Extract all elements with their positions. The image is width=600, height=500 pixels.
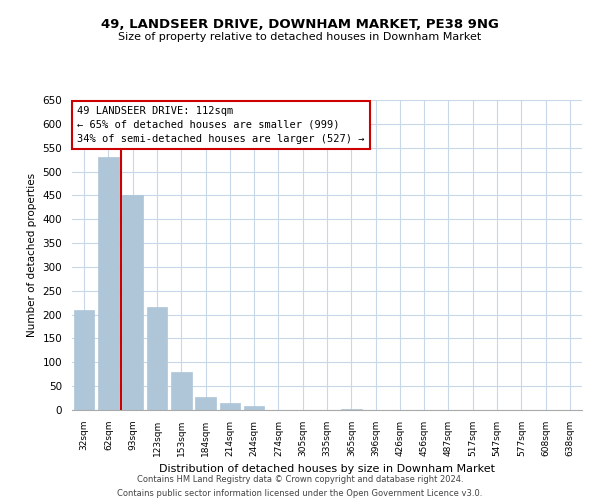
- Bar: [220, 404, 240, 410]
- Bar: [146, 308, 167, 410]
- Y-axis label: Number of detached properties: Number of detached properties: [27, 173, 37, 337]
- Text: 49, LANDSEER DRIVE, DOWNHAM MARKET, PE38 9NG: 49, LANDSEER DRIVE, DOWNHAM MARKET, PE38…: [101, 18, 499, 30]
- Bar: [122, 196, 143, 410]
- Text: Contains HM Land Registry data © Crown copyright and database right 2024.
Contai: Contains HM Land Registry data © Crown c…: [118, 476, 482, 498]
- X-axis label: Distribution of detached houses by size in Downham Market: Distribution of detached houses by size …: [159, 464, 495, 474]
- Bar: [171, 372, 191, 410]
- Text: 49 LANDSEER DRIVE: 112sqm
← 65% of detached houses are smaller (999)
34% of semi: 49 LANDSEER DRIVE: 112sqm ← 65% of detac…: [77, 106, 364, 144]
- Bar: [74, 310, 94, 410]
- Text: Size of property relative to detached houses in Downham Market: Size of property relative to detached ho…: [118, 32, 482, 42]
- Bar: [341, 409, 362, 410]
- Bar: [98, 157, 119, 410]
- Bar: [244, 406, 265, 410]
- Bar: [195, 396, 216, 410]
